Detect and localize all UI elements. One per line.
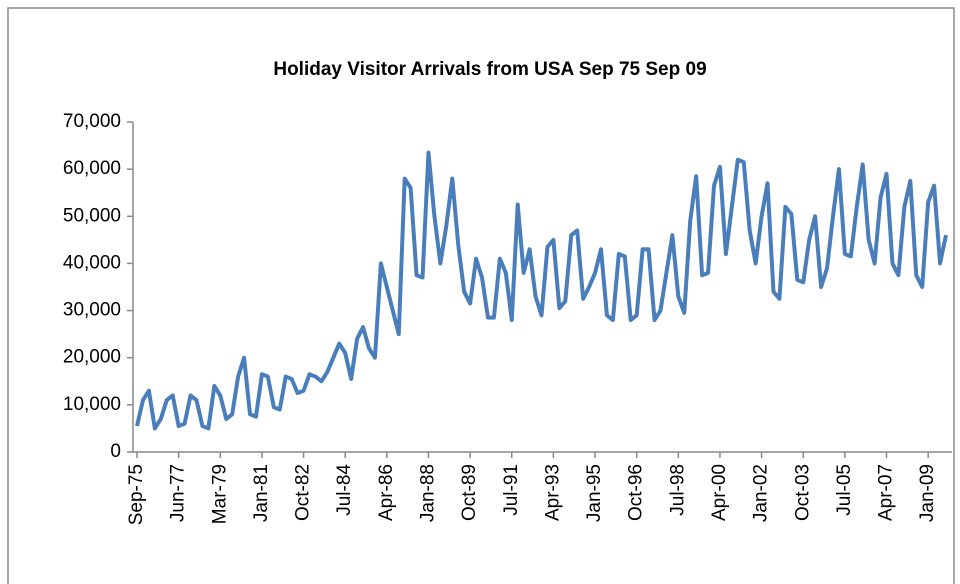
y-tick-label: 40,000 <box>63 252 121 273</box>
x-tick-label: Jul-91 <box>501 464 522 516</box>
x-tick-label: Oct-03 <box>792 464 813 521</box>
x-tick-label: Oct-82 <box>293 464 314 521</box>
y-tick-label: 20,000 <box>63 347 121 368</box>
chart-frame <box>7 7 955 584</box>
y-tick-label: 50,000 <box>63 205 121 226</box>
x-tick-label: Jul-84 <box>334 464 355 516</box>
x-tick-label: Jan-81 <box>251 464 272 522</box>
x-tick-label: Oct-96 <box>626 464 647 521</box>
x-tick-label: Jan-02 <box>751 464 772 522</box>
y-tick-label: 10,000 <box>63 394 121 415</box>
x-tick-label: Apr-07 <box>876 464 897 521</box>
x-tick-label: Apr-93 <box>542 464 563 521</box>
x-tick-label: Jan-95 <box>584 464 605 522</box>
x-tick-label: Sep-75 <box>126 464 147 525</box>
y-tick-label: 30,000 <box>63 300 121 321</box>
series-line <box>135 150 948 431</box>
y-tick-label: 60,000 <box>63 158 121 179</box>
x-tick-label: Jan-09 <box>917 464 938 522</box>
x-tick-label: Apr-00 <box>709 464 730 521</box>
x-tick-label: Jul-05 <box>834 464 855 516</box>
chart-title: Holiday Visitor Arrivals from USA Sep 75… <box>273 59 706 80</box>
y-tick-label: 0 <box>110 441 121 462</box>
x-tick-label: Jun-77 <box>168 464 189 522</box>
x-tick-label: Apr-86 <box>376 464 397 521</box>
x-tick-label: Mar-79 <box>209 464 230 524</box>
x-tick-label: Oct-89 <box>459 464 480 521</box>
x-tick-label: Jul-98 <box>667 464 688 516</box>
x-tick-label: Jan-88 <box>417 464 438 522</box>
y-tick-label: 70,000 <box>63 111 121 132</box>
